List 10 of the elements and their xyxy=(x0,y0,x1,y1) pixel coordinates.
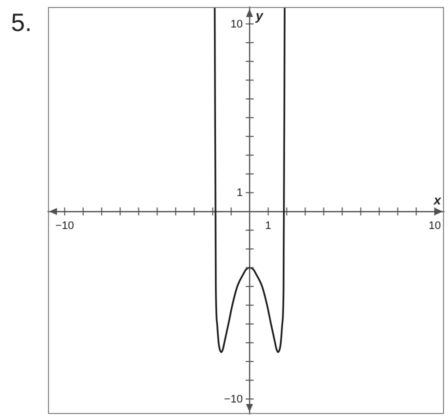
y-tick-label: 10 xyxy=(230,18,243,30)
line-series xyxy=(214,7,286,353)
chart-title: 5. xyxy=(11,9,32,37)
y-axis-title: y xyxy=(254,8,264,24)
y-tick-label: 1 xyxy=(236,187,243,200)
x-tick-label: 1 xyxy=(265,220,272,232)
x-tick-label: −10 xyxy=(55,220,74,232)
y-tick-label: −10 xyxy=(224,394,243,406)
x-tick-label: 10 xyxy=(428,220,441,232)
x-axis-title: x xyxy=(432,192,442,208)
